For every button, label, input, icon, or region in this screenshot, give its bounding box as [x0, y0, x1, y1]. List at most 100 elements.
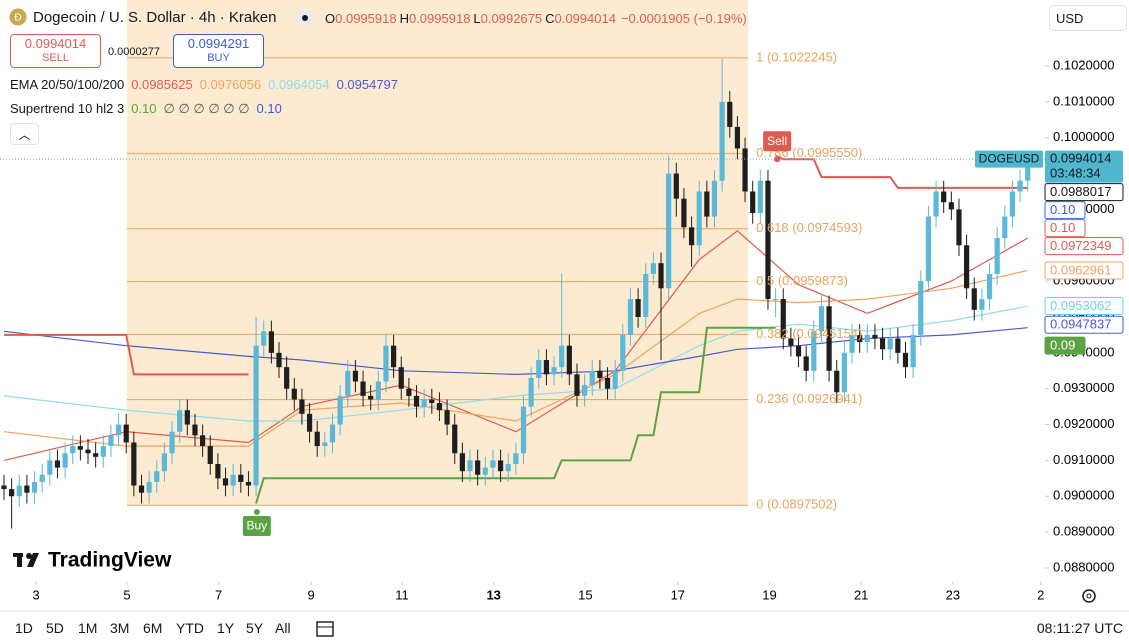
candle-body	[513, 453, 519, 464]
symbol-badge-label: DOGEUSD	[979, 151, 1040, 165]
candle-body	[245, 481, 252, 486]
candle-body	[536, 360, 542, 378]
ohlc-key: L	[473, 11, 481, 26]
candle-body	[765, 180, 771, 300]
fib-label: 0.382 (0.0945154)	[756, 326, 862, 341]
candle-body	[788, 338, 794, 346]
supertrend-line	[4, 333, 249, 376]
candle-body	[368, 395, 374, 400]
candle-body	[612, 370, 618, 389]
range-button[interactable]: All	[275, 620, 291, 636]
candle-body	[123, 424, 129, 443]
candle-body	[933, 191, 939, 217]
plot-area: 1 (0.1022245)0.786 (0.0995550)0.618 (0.0…	[0, 0, 1045, 537]
candle-body	[391, 345, 397, 368]
candle-body	[941, 191, 947, 203]
ohlc-value: 0.0995918	[408, 11, 471, 26]
settings-icon[interactable]	[1082, 589, 1096, 603]
candle-body	[200, 435, 206, 447]
collapse-button[interactable]: ︿	[10, 123, 39, 145]
candle-body	[93, 453, 99, 457]
range-button[interactable]: 1Y	[217, 620, 235, 636]
coin-icon: Ð	[9, 8, 27, 26]
candle-body	[872, 334, 878, 339]
candle-body	[750, 191, 756, 213]
candle-body	[413, 395, 420, 407]
x-tick-label: 19	[762, 587, 776, 602]
sell-button[interactable]: 0.0994014 SELL	[10, 34, 101, 68]
candle-body	[230, 474, 236, 486]
candle-body	[398, 367, 404, 389]
price-badge	[1044, 219, 1086, 238]
candle-body	[673, 173, 679, 199]
price-badge	[1044, 315, 1124, 334]
candle-body	[16, 485, 22, 497]
symbol-badge	[975, 150, 1043, 168]
range-button[interactable]: YTD	[176, 620, 204, 636]
candle-body	[314, 431, 320, 447]
svg-text:Ð: Ð	[14, 13, 21, 24]
calendar-icon[interactable]	[316, 621, 334, 637]
ohlc-key: C	[545, 11, 555, 26]
price-badge	[1044, 336, 1086, 355]
candle-body	[306, 413, 313, 432]
candle-body	[559, 345, 565, 368]
candle-body	[528, 377, 534, 407]
visibility-icon[interactable]	[296, 9, 314, 27]
range-button[interactable]: 3M	[110, 620, 130, 636]
countdown-label: 03:48:34	[1050, 166, 1101, 181]
candle-body	[727, 101, 733, 127]
candle-body	[857, 334, 863, 343]
indicator-value: 0.10	[131, 101, 157, 116]
indicator-name: EMA 20/50/100/200	[10, 77, 125, 92]
candle-body	[650, 263, 656, 274]
price-badge	[1044, 297, 1124, 316]
fib-zone	[126, 0, 749, 506]
signal-label: Sell	[767, 134, 787, 148]
candle-body	[1002, 216, 1008, 239]
candle-body	[100, 446, 106, 457]
candle-body	[352, 370, 359, 382]
candle-body	[589, 370, 595, 386]
last-price-badge	[1045, 150, 1123, 183]
x-tick-label: 17	[671, 587, 685, 602]
ema-legend: EMA 20/50/100/200 0.0985625 0.0976056 0.096…	[10, 77, 398, 92]
candle-body	[146, 481, 152, 493]
candle-body	[459, 453, 465, 472]
buy-price: 0.0994291	[187, 36, 250, 51]
candle-body	[841, 352, 847, 393]
candle-body	[520, 406, 527, 454]
x-tick-label: 23	[946, 587, 960, 602]
currency-select[interactable]: USD	[1049, 5, 1127, 31]
candle-body	[910, 334, 916, 368]
candle-body	[635, 299, 641, 317]
sell-label: SELL	[42, 52, 69, 64]
candle-body	[704, 191, 710, 217]
price-badge-label: 0.0953062	[1050, 298, 1111, 313]
range-button[interactable]: 1D	[15, 620, 33, 636]
x-tick-label: 15	[578, 587, 592, 602]
range-button[interactable]: 6M	[143, 620, 163, 636]
candle-body	[818, 306, 825, 332]
range-button[interactable]: 5D	[46, 620, 64, 636]
supertrend-line	[255, 326, 776, 504]
candle-body	[574, 374, 580, 396]
indicator-value: 0.0964054	[268, 77, 330, 92]
candle-body	[604, 377, 611, 389]
candle-body	[681, 198, 687, 228]
range-button[interactable]: 5Y	[246, 620, 264, 636]
candle-body	[551, 367, 557, 375]
candle-body	[986, 273, 993, 300]
candle-body	[299, 399, 305, 414]
candle-body	[31, 481, 38, 493]
ohlc-legend: O0.0995918 H0.0995918 L0.0992675 C0.0994014…	[322, 11, 747, 26]
indicator-name: Supertrend 10 hl2 3	[10, 101, 125, 116]
buy-label: BUY	[207, 52, 230, 64]
supertrend-legend: Supertrend 10 hl2 3 0.10 ∅ ∅ ∅ ∅ ∅ ∅ 0.10	[10, 101, 282, 117]
buy-button[interactable]: 0.0994291 BUY	[173, 34, 264, 68]
range-button[interactable]: 1M	[78, 620, 98, 636]
price-badge-label: 0.09	[1050, 338, 1075, 353]
candle-body	[627, 299, 634, 335]
candle-body	[895, 338, 901, 353]
